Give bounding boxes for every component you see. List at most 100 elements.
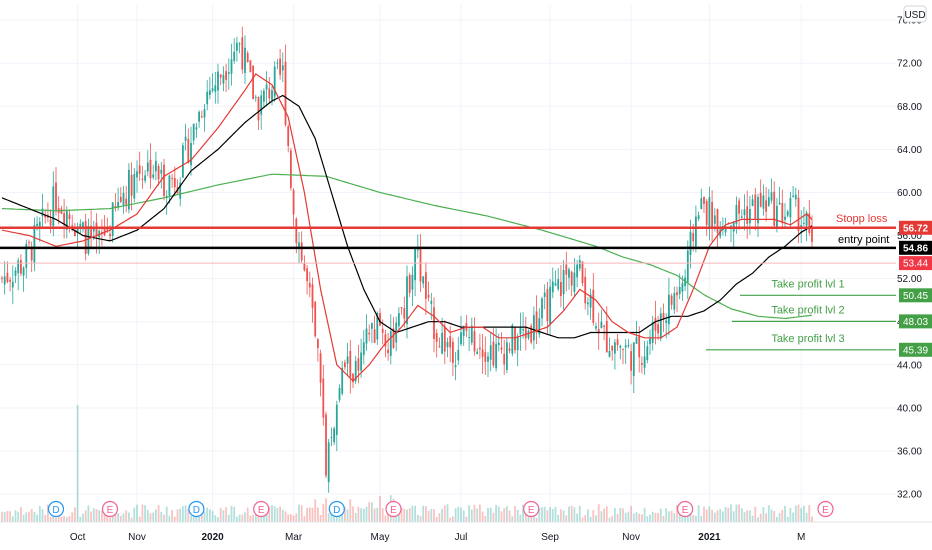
volume-bar bbox=[273, 506, 276, 522]
volume-bar bbox=[786, 516, 789, 522]
candle-body bbox=[408, 274, 411, 293]
price-tick-label: 40.00 bbox=[897, 403, 922, 414]
candle-body bbox=[616, 339, 619, 346]
candle-body bbox=[500, 347, 503, 350]
volume-bar bbox=[781, 509, 784, 522]
candle-body bbox=[611, 345, 614, 351]
volume-bar bbox=[686, 511, 689, 522]
volume-bar bbox=[800, 507, 803, 522]
volume-bar bbox=[308, 507, 311, 522]
price-badge-label: 54.86 bbox=[903, 243, 928, 254]
volume-bar bbox=[65, 517, 68, 522]
volume-bar bbox=[84, 510, 87, 522]
volume-bar bbox=[684, 515, 686, 522]
volume-bar bbox=[765, 513, 767, 522]
candle-body bbox=[632, 342, 635, 377]
candle-body bbox=[192, 123, 195, 141]
volume-bar bbox=[117, 513, 119, 522]
volume-bar bbox=[187, 509, 190, 522]
candle-body bbox=[786, 211, 789, 216]
volume-bar bbox=[179, 508, 182, 522]
volume-bar bbox=[543, 506, 546, 522]
candle-body bbox=[703, 197, 705, 204]
volume-bar bbox=[319, 514, 322, 522]
candle-body bbox=[481, 349, 484, 357]
volume-bar bbox=[508, 510, 511, 522]
volume-bar bbox=[789, 507, 792, 522]
candle-body bbox=[130, 174, 133, 196]
candle-body bbox=[630, 351, 632, 371]
volume-bar bbox=[317, 507, 319, 522]
candle-body bbox=[595, 326, 597, 329]
volume-bar bbox=[95, 509, 98, 522]
earnings-marker bbox=[101, 500, 119, 518]
volume-bar bbox=[754, 506, 757, 522]
price-tick-label: 68.00 bbox=[897, 102, 922, 113]
candles bbox=[1, 26, 813, 493]
candle-body bbox=[468, 337, 470, 339]
volume-bar bbox=[387, 510, 389, 522]
volume-bar bbox=[82, 513, 84, 522]
candle-body bbox=[117, 201, 119, 208]
volume-bar bbox=[287, 514, 290, 522]
volume-bar bbox=[303, 516, 306, 522]
volume-bar bbox=[241, 514, 244, 522]
candle-body bbox=[803, 223, 805, 225]
price-tick-label: 60.00 bbox=[897, 188, 922, 199]
volume-bar bbox=[603, 508, 605, 522]
candle-body bbox=[38, 221, 41, 229]
candle-body bbox=[508, 348, 511, 351]
dividend-marker bbox=[328, 500, 345, 518]
volume-bar bbox=[163, 514, 165, 522]
candle-body bbox=[335, 404, 338, 435]
candle-body bbox=[281, 65, 284, 71]
volume-bar bbox=[457, 506, 460, 522]
candle-body bbox=[219, 74, 222, 78]
price-axis[interactable]: 76.0072.0068.0064.0060.0056.0052.0048.00… bbox=[896, 0, 932, 522]
volume-bar bbox=[381, 508, 384, 522]
candle-body bbox=[773, 191, 776, 226]
volume-bar bbox=[735, 504, 738, 522]
volume-bar bbox=[30, 508, 33, 522]
volume-bar bbox=[616, 513, 619, 522]
level-label: Stopp loss bbox=[836, 213, 888, 225]
candle-body bbox=[657, 324, 659, 334]
volume-bar bbox=[727, 507, 730, 522]
volume-bar bbox=[225, 507, 227, 522]
candle-body bbox=[11, 281, 14, 288]
candle-body bbox=[506, 342, 508, 371]
volume-bar bbox=[778, 513, 781, 522]
volume-bar bbox=[657, 512, 659, 522]
price-tick-label: 44.00 bbox=[897, 360, 922, 371]
volume-bar bbox=[473, 504, 476, 522]
volume-bar bbox=[349, 499, 352, 522]
volume-bar bbox=[668, 511, 670, 522]
volume-bar bbox=[306, 508, 308, 522]
trade-levels[interactable]: Stopp loss entry point Take profit lvl 1 Ta… bbox=[0, 213, 896, 351]
earnings-marker bbox=[385, 500, 402, 518]
currency-badge[interactable] bbox=[903, 5, 927, 23]
volume-bar bbox=[398, 508, 400, 522]
volume-bar bbox=[697, 505, 700, 522]
time-axis[interactable]: Oct Nov 2020 Mar May Jul Sep Nov 2021 M bbox=[0, 521, 932, 543]
volume-bar bbox=[722, 511, 724, 522]
volume-bar bbox=[770, 509, 773, 522]
volume-bar bbox=[497, 506, 500, 522]
ma-black-line bbox=[1, 94, 813, 339]
candle-body bbox=[578, 259, 581, 269]
price-badge bbox=[899, 240, 932, 255]
candle-body bbox=[354, 360, 357, 382]
candle-body bbox=[241, 37, 244, 70]
candle-body bbox=[678, 286, 681, 295]
volume-bar bbox=[38, 505, 41, 522]
volume-bar bbox=[20, 507, 22, 522]
candle-body bbox=[252, 65, 254, 100]
candle-body bbox=[619, 345, 622, 348]
volume-bar bbox=[635, 512, 638, 522]
volume-bar bbox=[562, 510, 565, 522]
candle-body bbox=[230, 59, 233, 74]
candle-body bbox=[141, 178, 144, 180]
candle-body bbox=[743, 209, 746, 216]
